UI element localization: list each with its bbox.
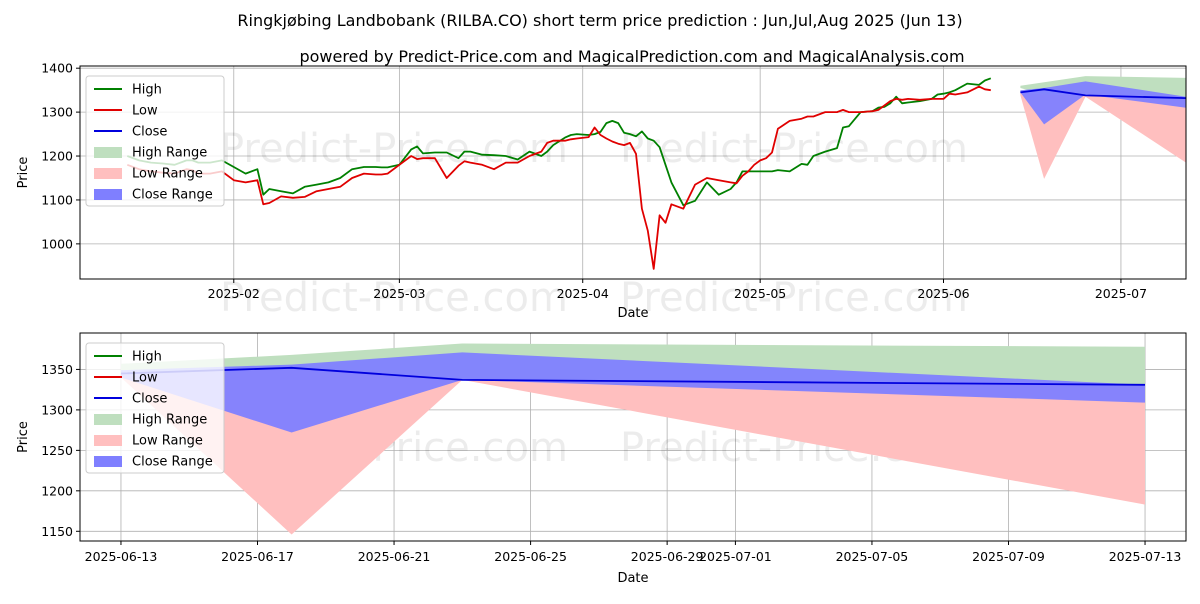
legend-label-close-range: Close Range <box>132 455 213 470</box>
legend-label-low-range: Low Range <box>132 434 203 449</box>
x-tick-label: 2025-07-13 <box>1109 549 1182 564</box>
x-tick-label: 2025-06-29 <box>631 549 704 564</box>
y-tick-label: 1150 <box>41 524 73 539</box>
legend-label-close-range: Close Range <box>132 188 213 203</box>
x-tick-label: 2025-06-17 <box>221 549 294 564</box>
x-tick-label: 2025-07-05 <box>836 549 909 564</box>
x-tick-label: 2025-07-09 <box>972 549 1045 564</box>
low-range-area <box>1020 92 1186 179</box>
legend-swatch-high-range <box>94 147 122 158</box>
legend-label-low: Low <box>132 371 158 386</box>
close-line <box>1020 88 1187 99</box>
legend-label-close: Close <box>132 125 167 140</box>
y-tick-label: 1350 <box>41 362 73 377</box>
chart-title: Ringkjøbing Landbobank (RILBA.CO) short … <box>237 11 962 30</box>
legend-swatch-low-range <box>94 435 122 446</box>
y-tick-label: 1200 <box>41 149 73 164</box>
x-tick-label: 2025-07-01 <box>699 549 772 564</box>
chart-subtitle: powered by Predict-Price.com and Magical… <box>299 47 964 66</box>
legend-swatch-close-range <box>94 189 122 200</box>
legend-label-high-range: High Range <box>132 413 207 428</box>
legend-swatch-low-range <box>94 168 122 179</box>
legend-label-low: Low <box>132 104 158 119</box>
legend-swatch-close-range <box>94 456 122 467</box>
y-tick-label: 1300 <box>41 402 73 417</box>
axes-frame <box>79 332 1187 542</box>
x-axis-label: Date <box>617 571 648 586</box>
watermark: Predict-Price.com <box>620 126 968 172</box>
y-axis-label: Price <box>16 157 31 189</box>
x-axis-label: Date <box>617 306 648 321</box>
bottom-panel: Predict-Price.com Predict-Price.com115012… <box>16 332 1187 586</box>
watermark: Predict-Price.com <box>220 126 568 172</box>
y-tick-label: 1200 <box>41 483 73 498</box>
legend-label-high-range: High Range <box>132 146 207 161</box>
watermark: Predict-Price.com <box>620 275 968 321</box>
legend-label-high: High <box>132 350 162 365</box>
low-line <box>126 85 991 270</box>
watermark: Predict-Price.com <box>220 275 568 321</box>
top-panel: Predict-Price.com Predict-Price.com Predic… <box>16 61 1187 321</box>
x-tick-label: 2025-02 <box>208 286 260 301</box>
x-tick-label: 2025-06-21 <box>358 549 431 564</box>
low-range-area <box>121 367 1145 535</box>
legend-swatch-high-range <box>94 414 122 425</box>
x-tick-label: 2025-04 <box>557 286 609 301</box>
close-range-area <box>121 352 1145 433</box>
y-tick-label: 1000 <box>41 236 73 251</box>
legend-label-low-range: Low Range <box>132 167 203 182</box>
y-tick-label: 1400 <box>41 61 73 76</box>
x-tick-label: 2025-05 <box>734 286 786 301</box>
x-tick-label: 2025-06-25 <box>494 549 567 564</box>
legend-label-close: Close <box>132 392 167 407</box>
x-tick-label: 2025-06 <box>917 286 969 301</box>
y-axis-label: Price <box>16 421 31 453</box>
axes-frame <box>79 65 1187 280</box>
y-tick-label: 1100 <box>41 192 73 207</box>
y-tick-label: 1300 <box>41 105 73 120</box>
x-tick-label: 2025-07 <box>1095 286 1147 301</box>
legend-label-high: High <box>132 83 162 98</box>
x-tick-label: 2025-03 <box>373 286 425 301</box>
x-tick-label: 2025-06-13 <box>85 549 158 564</box>
y-tick-label: 1250 <box>41 443 73 458</box>
